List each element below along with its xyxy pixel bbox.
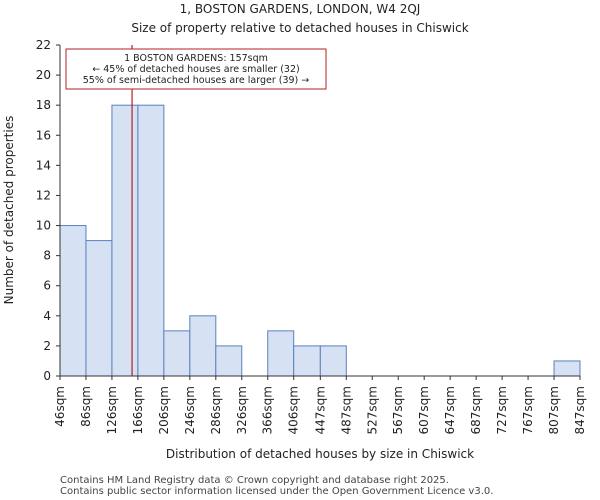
bar: [85, 240, 113, 377]
x-tick-label: 727sqm: [495, 386, 509, 434]
x-tick-label: 326sqm: [235, 386, 249, 434]
x-tick-label: 166sqm: [131, 386, 145, 434]
x-tick-label: 406sqm: [287, 386, 301, 434]
x-tick-label: 286sqm: [209, 386, 223, 434]
bar: [137, 104, 165, 377]
annotation-line3: 55% of semi-detached houses are larger (…: [83, 75, 310, 86]
x-tick-label: 767sqm: [521, 386, 535, 434]
chart-title-line1: 1, BOSTON GARDENS, LONDON, W4 2QJ: [180, 2, 421, 16]
y-tick-label: 14: [36, 158, 51, 172]
x-ticks: 46sqm 86sqm 126sqm 166sqm 206sqm 246sqm 286sqm…: [53, 376, 587, 434]
x-tick-label: 246sqm: [183, 386, 197, 434]
bar: [553, 360, 581, 377]
y-tick-label: 22: [36, 38, 51, 52]
y-tick-label: 8: [43, 249, 51, 263]
annotation: 1 BOSTON GARDENS: 157sqm ← 45% of detach…: [65, 48, 327, 90]
footer-line2: Contains public sector information licen…: [60, 486, 493, 497]
y-tick-label: 2: [43, 339, 51, 353]
x-tick-label: 206sqm: [157, 386, 171, 434]
bar: [293, 345, 321, 377]
x-tick-label: 447sqm: [313, 386, 327, 434]
bar: [215, 345, 243, 377]
bars-layer: [59, 104, 581, 377]
chart-title-line2: Size of property relative to detached ho…: [131, 21, 468, 35]
x-tick-label: 687sqm: [469, 386, 483, 434]
bar: [59, 225, 87, 377]
x-tick-label: 86sqm: [79, 386, 93, 427]
y-tick-label: 16: [36, 128, 51, 142]
annotation-box: [65, 48, 327, 90]
x-tick-label: 567sqm: [391, 386, 405, 434]
x-tick-label: 607sqm: [417, 386, 431, 434]
y-tick-label: 4: [43, 309, 51, 323]
y-tick-label: 10: [36, 219, 51, 233]
y-tick-label: 0: [43, 369, 51, 383]
bar: [111, 104, 139, 377]
x-tick-label: 807sqm: [547, 386, 561, 434]
y-tick-label: 6: [43, 279, 51, 293]
x-tick-label: 366sqm: [261, 386, 275, 434]
y-ticks: 0 2 4 6 8 10 12 14 16 18 20 22: [36, 38, 60, 383]
annotation-line1: 1 BOSTON GARDENS: 157sqm: [124, 53, 268, 64]
y-tick-label: 18: [36, 98, 51, 112]
y-axis-label: Number of detached properties: [2, 116, 16, 305]
x-axis-label: Distribution of detached houses by size …: [166, 447, 474, 461]
annotation-line2: ← 45% of detached houses are smaller (32…: [92, 64, 299, 75]
y-tick-label: 20: [36, 68, 51, 82]
bar: [267, 330, 295, 377]
bar: [319, 345, 347, 377]
x-tick-label: 847sqm: [573, 386, 587, 434]
x-tick-label: 46sqm: [53, 386, 67, 427]
x-tick-label: 647sqm: [443, 386, 457, 434]
footer-line1: Contains HM Land Registry data © Crown c…: [60, 475, 449, 486]
x-tick-label: 487sqm: [339, 386, 353, 434]
x-tick-label: 527sqm: [365, 386, 379, 434]
bar: [163, 330, 191, 377]
bar: [189, 315, 217, 377]
y-tick-label: 12: [36, 188, 51, 202]
x-tick-label: 126sqm: [105, 386, 119, 434]
